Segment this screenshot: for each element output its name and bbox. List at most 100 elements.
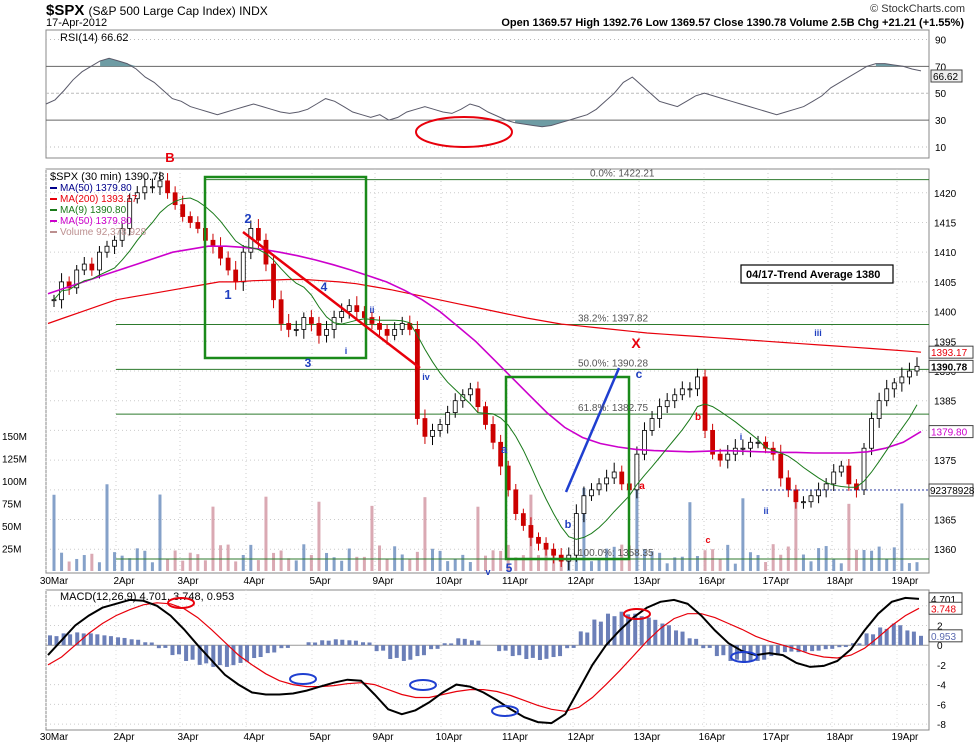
candle-body [339,311,345,318]
candle-body [377,323,382,330]
volume-bar [801,554,805,571]
candle-body [437,424,443,431]
candle-body [710,430,716,455]
volume-bar [415,551,419,571]
volume-bar [226,544,230,571]
ticker-title: $SPX (S&P 500 Large Cap Index) INDX [46,2,268,19]
macd-histogram-bar [149,642,154,646]
volume-bar [779,554,783,571]
macd-histogram-bar [742,645,747,663]
candle-body [89,263,95,271]
macd-histogram-bar [347,640,352,646]
volume-bar [574,559,578,571]
macd-histogram-bar [421,645,426,656]
trend-average-box [740,264,894,284]
macd-histogram-bar [884,628,889,646]
macd-histogram-bar [796,645,801,653]
consolidation-box-right [504,375,631,561]
wave-label: b [565,519,572,531]
macd-histogram-bar [252,645,257,659]
macd-cross-ellipse [623,608,651,620]
volume-bar [764,562,768,571]
macd-histogram-bar [850,643,855,646]
macd-histogram-bar [75,632,80,646]
candle-body [430,430,435,437]
candle-body [907,370,912,378]
red-trendline [242,231,421,369]
volume-bar [484,555,487,571]
volume-bar [166,559,170,571]
macd-histogram-bar [88,633,93,646]
candle-body [634,453,640,491]
volume-bar [385,559,389,571]
macd-histogram-bar [381,645,386,651]
macd-histogram-bar [639,616,644,646]
candle-body [687,388,693,391]
macd-histogram-bar [612,616,617,646]
price-tick-label: 1415 [934,218,957,229]
price-tick-label: 1395 [934,337,957,348]
x-tick-label: 17Apr [763,732,790,743]
macd-histogram-bar [721,645,726,656]
volume-bar [196,554,200,571]
macd-histogram-bar [469,640,474,646]
volume-bar [642,549,646,571]
volume-bar [907,563,911,571]
volume-bar [370,505,374,571]
legend-item: MA(9) 1390.80 [60,205,127,216]
macd-histogram-bar [272,645,277,653]
macd-tick-label: -6 [937,700,946,711]
macd-histogram-bar [911,631,916,646]
x-tick-label: 5Apr [309,576,331,587]
macd-histogram-bar [694,638,699,646]
candle-body [823,483,829,491]
macd-histogram-bar [830,645,835,649]
macd-histogram-bar [313,642,318,646]
candle-body [785,477,791,491]
macd-histogram-bar [108,636,113,646]
candle-body [543,542,549,550]
macd-histogram-bar [374,645,379,652]
macd-histogram-bar [857,643,862,646]
x-tick-label: 9Apr [372,732,394,743]
ma9-line [53,197,918,540]
candle-body [891,382,897,390]
candle-body [649,418,655,431]
fib-label: 100.0%: 1358.35 [578,548,654,559]
macd-histogram-bar [803,645,808,652]
volume-bar [885,559,889,571]
volume-bar [234,561,238,571]
x-tick-label: 4Apr [243,576,265,587]
price-tick-label: 1365 [934,516,957,527]
legend-item: MA(50) 1379.80 [60,183,132,194]
macd-histogram-bar [837,645,842,648]
wave-label: 2 [244,211,251,226]
macd-histogram-bar [415,645,420,657]
macd-marker-label: 0.953 [931,632,956,643]
candle-body [66,281,72,289]
fib-label: 38.2%: 1397.82 [578,314,648,325]
candle-body [308,317,314,324]
volume-bar [453,559,457,571]
volume-bar [756,555,760,571]
volume-bar [340,560,344,571]
wave-label: ii [763,506,768,516]
volume-bar [128,558,132,571]
x-tick-label: 3Apr [177,576,199,587]
candle-body [255,228,261,241]
candle-body [286,323,292,330]
volume-bar [915,562,919,571]
volume-bar [733,563,737,571]
stockcharts-brand: © StockCharts.com [870,3,965,15]
macd-histogram-bar [333,639,338,646]
candle-body [301,317,307,330]
volume-bar [476,506,480,571]
macd-histogram-bar [163,645,168,648]
candle-body [384,329,390,336]
volume-tick-label: 75M [2,500,21,511]
macd-histogram-bar [646,617,651,646]
candle-body [679,388,685,396]
volume-bar [741,498,745,571]
volume-bar [536,555,540,571]
macd-histogram-bar [54,636,59,646]
